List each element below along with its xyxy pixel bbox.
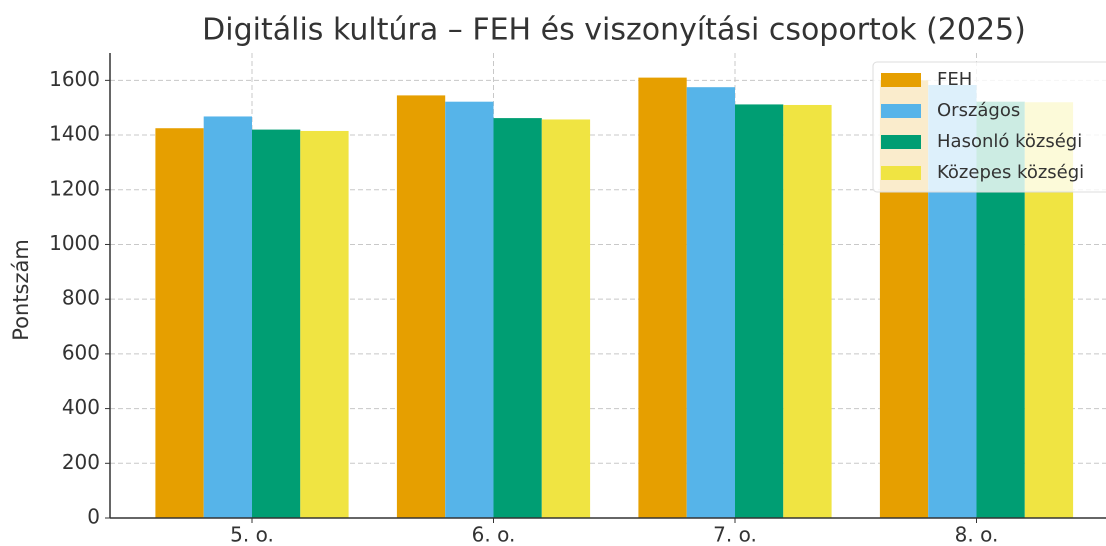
y-tick-label: 1200 bbox=[49, 176, 100, 200]
y-tick-label: 1000 bbox=[49, 231, 100, 255]
legend-swatch bbox=[881, 73, 921, 87]
y-axis-label: Pontszám bbox=[9, 239, 33, 341]
y-tick-label: 600 bbox=[62, 340, 100, 364]
bar bbox=[638, 77, 687, 518]
legend-label: FEH bbox=[937, 69, 972, 90]
x-tick-label: 6. o. bbox=[472, 523, 516, 546]
bar bbox=[686, 87, 735, 519]
y-tick-label: 200 bbox=[62, 450, 100, 474]
bar bbox=[445, 101, 494, 518]
bar bbox=[541, 119, 591, 518]
y-tick-label: 400 bbox=[62, 395, 100, 419]
bar bbox=[493, 118, 542, 518]
bar bbox=[783, 104, 832, 519]
legend-label: Hasonló községi bbox=[937, 131, 1082, 152]
y-tick-label: 1400 bbox=[49, 122, 100, 146]
chart-title: Digitális kultúra – FEH és viszonyítási … bbox=[202, 13, 1026, 48]
legend-swatch bbox=[881, 166, 921, 180]
y-tick-label: 800 bbox=[62, 286, 100, 310]
bar bbox=[203, 116, 252, 518]
x-tick-label: 7. o. bbox=[713, 523, 757, 546]
bar bbox=[155, 128, 204, 518]
y-tick-label: 1600 bbox=[49, 67, 100, 91]
x-tick-label: 8. o. bbox=[955, 523, 999, 546]
bar bbox=[396, 95, 446, 518]
legend-label: Országos bbox=[937, 100, 1020, 121]
bar bbox=[300, 130, 349, 519]
bar bbox=[735, 104, 784, 519]
legend-swatch bbox=[881, 135, 921, 149]
x-tick-label: 5. o. bbox=[230, 523, 274, 546]
legend-label: Közepes községi bbox=[937, 162, 1084, 183]
bar bbox=[252, 129, 301, 518]
y-tick-label: 0 bbox=[87, 505, 100, 529]
legend-swatch bbox=[881, 104, 921, 118]
legend-box bbox=[872, 61, 1106, 193]
